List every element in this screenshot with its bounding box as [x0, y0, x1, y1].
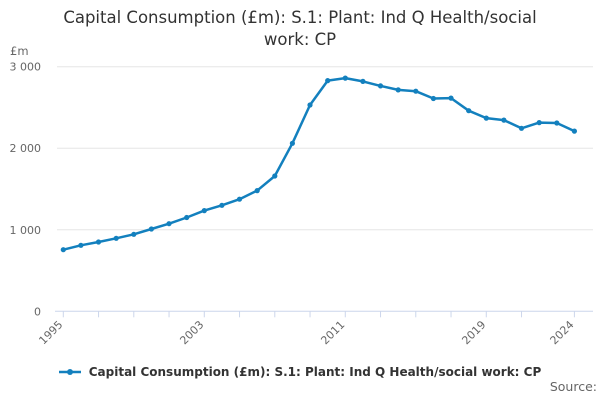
legend-line-marker-icon — [58, 367, 81, 377]
data-point-marker — [184, 214, 190, 221]
data-point-marker — [325, 78, 331, 84]
x-tick-label: 1995 — [36, 318, 65, 347]
legend-item-label[interactable]: Capital Consumption (£m): S.1: Plant: In… — [88, 365, 542, 379]
data-point-marker — [571, 128, 578, 134]
data-point-marker — [254, 188, 260, 194]
data-point-marker — [395, 87, 401, 93]
y-axis-unit-label: £m — [10, 44, 29, 58]
data-point-marker — [131, 231, 137, 237]
legend: Capital Consumption (£m): S.1: Plant: In… — [0, 365, 600, 379]
x-tick-label: 2011 — [318, 318, 347, 347]
data-point-marker — [201, 208, 207, 214]
data-point-marker — [430, 95, 436, 102]
y-tick-label: 0 — [34, 305, 41, 318]
y-tick-label: 3 000 — [10, 61, 42, 74]
data-point-marker — [219, 202, 225, 208]
data-point-marker — [166, 221, 172, 227]
x-tick-label: 2003 — [177, 318, 206, 347]
y-tick-label: 2 000 — [10, 142, 42, 155]
data-point-marker — [272, 173, 278, 179]
y-tick-label: 1 000 — [10, 224, 42, 237]
series-line — [62, 76, 576, 251]
data-point-marker — [483, 115, 489, 121]
data-point-marker — [148, 226, 154, 232]
data-point-marker — [289, 140, 295, 146]
data-point-marker — [536, 120, 542, 126]
data-point-marker — [360, 78, 366, 84]
data-point-marker — [342, 75, 348, 81]
data-point-marker — [377, 83, 384, 89]
x-tick-label: 2019 — [459, 318, 488, 347]
data-point-marker — [78, 242, 84, 248]
data-point-marker — [236, 196, 243, 202]
data-point-marker — [448, 95, 454, 101]
data-series — [60, 75, 578, 253]
data-point-marker — [113, 235, 119, 241]
data-point-marker — [307, 102, 313, 108]
data-point-marker — [501, 117, 507, 123]
data-point-marker — [413, 88, 419, 94]
data-point-marker — [518, 125, 525, 131]
data-point-marker — [554, 120, 560, 126]
x-tick-label: 2024 — [548, 318, 577, 347]
data-point-marker — [466, 108, 472, 114]
source-label: Source: — [549, 379, 597, 394]
data-point-marker — [95, 239, 102, 245]
data-point-marker — [60, 247, 66, 253]
chart-title: Capital Consumption (£m): S.1: Plant: In… — [63, 8, 537, 49]
